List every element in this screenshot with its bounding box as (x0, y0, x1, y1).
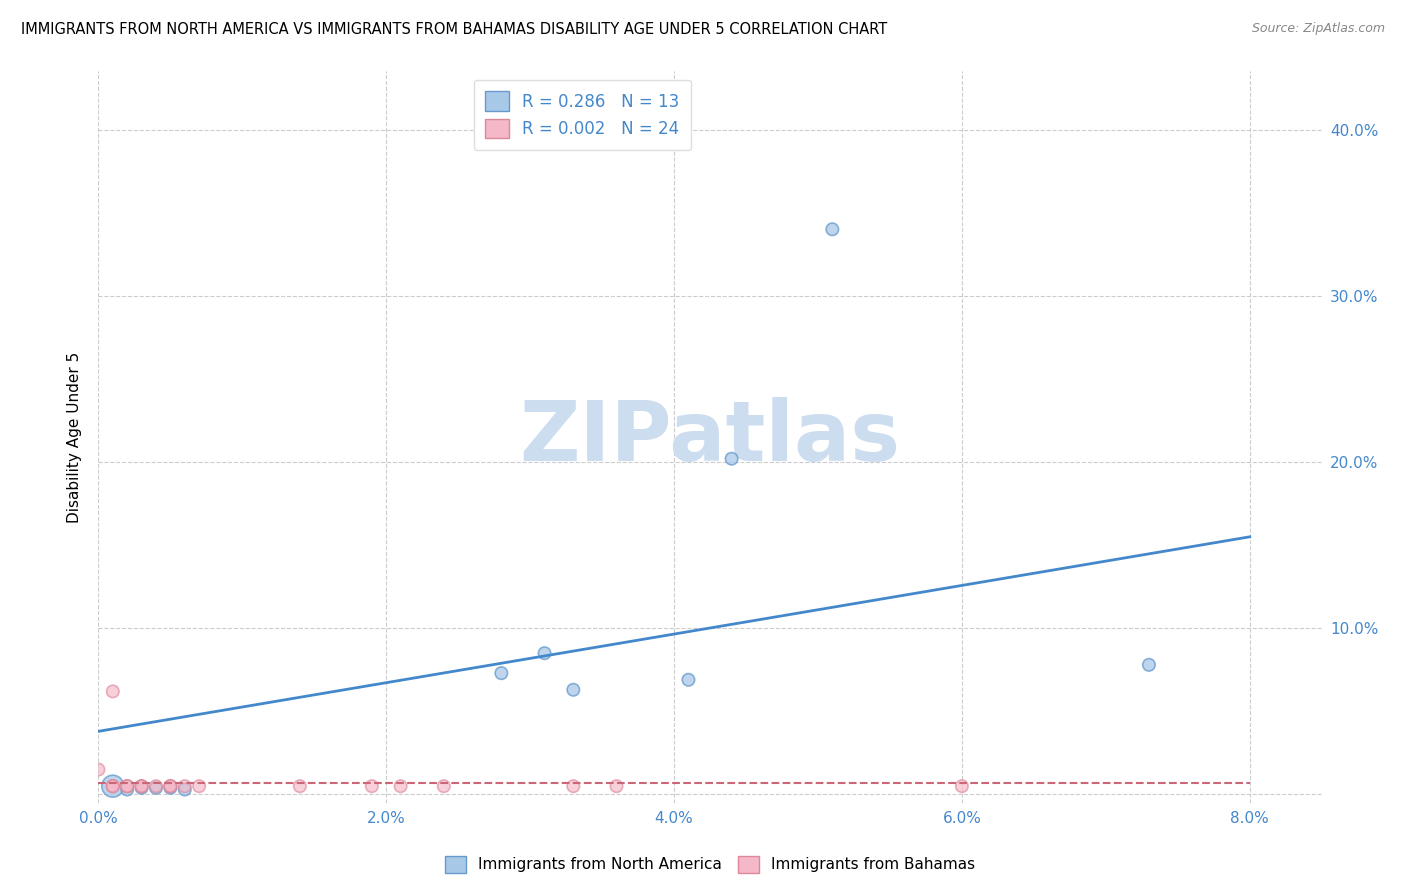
Point (562, 682, 585, 697)
Point (720, 451, 742, 466)
Point (562, 779, 585, 793)
Point (533, 646, 555, 660)
Point (87, 763, 110, 777)
Point (101, 684, 124, 698)
Point (145, 779, 167, 793)
Point (101, 779, 124, 793)
Text: ZIPatlas: ZIPatlas (520, 397, 900, 477)
Point (145, 780, 167, 795)
Text: IMMIGRANTS FROM NORTH AMERICA VS IMMIGRANTS FROM BAHAMAS DISABILITY AGE UNDER 5 : IMMIGRANTS FROM NORTH AMERICA VS IMMIGRA… (21, 22, 887, 37)
Point (389, 779, 412, 793)
Point (173, 782, 195, 797)
Point (101, 779, 124, 793)
Point (360, 779, 382, 793)
Point (115, 779, 138, 793)
Text: Source: ZipAtlas.com: Source: ZipAtlas.com (1251, 22, 1385, 36)
Point (821, 222, 844, 236)
Point (115, 779, 138, 793)
Y-axis label: Disability Age Under 5: Disability Age Under 5 (67, 351, 83, 523)
Point (131, 779, 153, 793)
Point (173, 779, 195, 793)
Point (678, 673, 700, 687)
Point (159, 779, 181, 793)
Point (101, 779, 124, 793)
Point (131, 780, 153, 795)
Point (131, 779, 153, 793)
Point (433, 779, 456, 793)
Legend: Immigrants from North America, Immigrants from Bahamas: Immigrants from North America, Immigrant… (439, 849, 981, 880)
Point (159, 779, 181, 793)
Point (288, 779, 311, 793)
Point (188, 779, 211, 793)
Point (131, 779, 153, 793)
Point (101, 779, 124, 793)
Point (1137, 657, 1160, 672)
Point (605, 779, 627, 793)
Point (115, 782, 138, 797)
Point (115, 779, 138, 793)
Point (950, 779, 973, 793)
Point (159, 780, 181, 795)
Point (159, 779, 181, 793)
Point (491, 666, 513, 681)
